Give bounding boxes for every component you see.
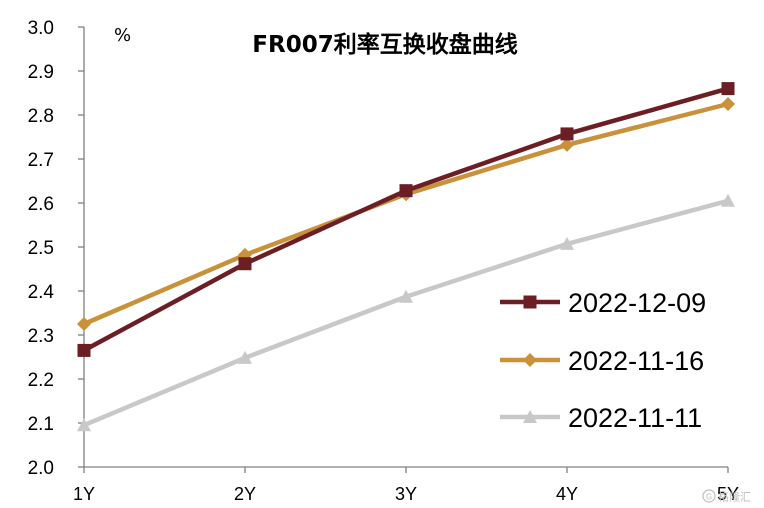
data-point	[238, 257, 252, 271]
chart-legend: 2022-12-09 2022-11-16 2022-11-11	[500, 288, 706, 433]
data-point	[560, 236, 574, 250]
y-tick-label: 2.2	[28, 370, 54, 391]
chart-axes	[83, 27, 728, 468]
legend-item: 2022-11-11	[500, 403, 702, 433]
series-2022-12-09	[77, 82, 735, 357]
data-point	[238, 350, 252, 364]
legend-marker-icon	[523, 295, 537, 309]
x-tick-label: 4Y	[556, 484, 578, 504]
x-tick-label: 1Y	[73, 484, 95, 504]
legend-label: 2022-11-16	[568, 346, 704, 376]
data-point	[77, 317, 91, 331]
y-tick-label: 2.1	[28, 414, 54, 435]
data-point	[721, 193, 735, 207]
legend-marker-icon	[523, 353, 537, 367]
y-tick-label: 2.7	[28, 150, 54, 171]
data-point	[238, 247, 252, 262]
y-tick-label: 2.6	[28, 194, 54, 215]
y-tick-label: 2.3	[28, 326, 54, 347]
legend-label: 2022-12-09	[568, 288, 706, 318]
watermark-logo-icon: G 格隆汇	[702, 489, 751, 504]
x-axis-ticks: 1Y 2Y 3Y 4Y 5Y	[73, 467, 739, 504]
legend-item: 2022-12-09	[500, 288, 706, 318]
data-point	[721, 82, 735, 96]
data-point	[721, 97, 735, 111]
y-tick-label: 2.4	[28, 282, 55, 303]
data-point	[77, 418, 91, 432]
y-tick-label: 2.5	[28, 238, 54, 259]
data-point	[560, 127, 574, 141]
data-point	[399, 184, 413, 198]
legend-label: 2022-11-11	[568, 403, 702, 433]
watermark-text: 格隆汇	[718, 490, 751, 504]
data-point	[77, 343, 91, 357]
y-unit-label: %	[114, 25, 131, 46]
chart-series	[77, 82, 735, 432]
series-2022-11-11	[77, 193, 735, 432]
y-tick-label: 2.9	[28, 62, 54, 83]
data-point	[399, 289, 413, 303]
y-tick-label: 2.0	[28, 458, 54, 479]
data-point	[560, 137, 574, 152]
chart-title: FR007利率互换收盘曲线	[252, 31, 517, 58]
y-tick-label: 2.8	[28, 106, 54, 127]
y-axis-ticks: 2.0 2.1 2.2 2.3 2.4 2.5 2.6 2.7 2.8 2.9 3.0	[28, 18, 84, 479]
x-tick-label: 5Y	[717, 484, 739, 504]
x-tick-label: 2Y	[234, 484, 256, 504]
x-tick-label: 3Y	[395, 484, 417, 504]
legend-item: 2022-11-16	[500, 346, 704, 376]
y-tick-label: 3.0	[28, 18, 54, 39]
legend-marker-icon	[523, 410, 537, 423]
svg-text:G: G	[706, 493, 712, 502]
